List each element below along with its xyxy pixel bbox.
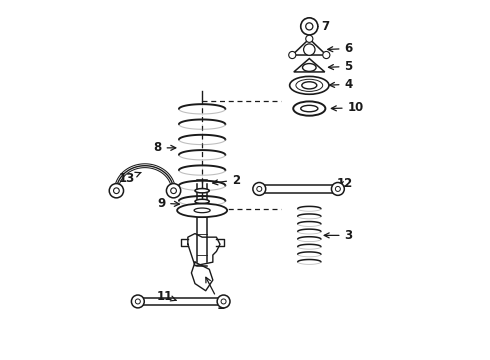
Text: 2: 2 <box>213 174 240 186</box>
Text: 8: 8 <box>153 141 176 154</box>
Ellipse shape <box>177 203 227 217</box>
Circle shape <box>306 35 313 42</box>
Text: 3: 3 <box>324 229 353 242</box>
Text: 6: 6 <box>328 42 353 55</box>
Text: 13: 13 <box>119 172 141 185</box>
Ellipse shape <box>195 189 209 193</box>
Circle shape <box>217 295 230 308</box>
Text: 4: 4 <box>330 78 353 91</box>
Polygon shape <box>294 59 325 72</box>
Ellipse shape <box>302 82 317 89</box>
Circle shape <box>323 51 330 59</box>
Text: 7: 7 <box>305 20 329 33</box>
Text: 12: 12 <box>337 177 353 190</box>
Circle shape <box>131 295 144 308</box>
Circle shape <box>109 184 123 198</box>
Text: 10: 10 <box>331 102 364 114</box>
Circle shape <box>304 44 315 55</box>
Ellipse shape <box>195 199 209 203</box>
Circle shape <box>331 183 344 195</box>
Circle shape <box>289 51 296 59</box>
Circle shape <box>253 183 266 195</box>
Ellipse shape <box>302 64 316 71</box>
Text: 9: 9 <box>157 197 179 210</box>
Ellipse shape <box>301 105 318 112</box>
Ellipse shape <box>290 76 329 94</box>
Text: 11: 11 <box>156 289 176 303</box>
Ellipse shape <box>293 102 325 116</box>
Text: 1: 1 <box>206 277 225 312</box>
Text: 5: 5 <box>328 60 353 73</box>
Circle shape <box>301 18 318 35</box>
Polygon shape <box>293 39 326 55</box>
Circle shape <box>167 184 181 198</box>
